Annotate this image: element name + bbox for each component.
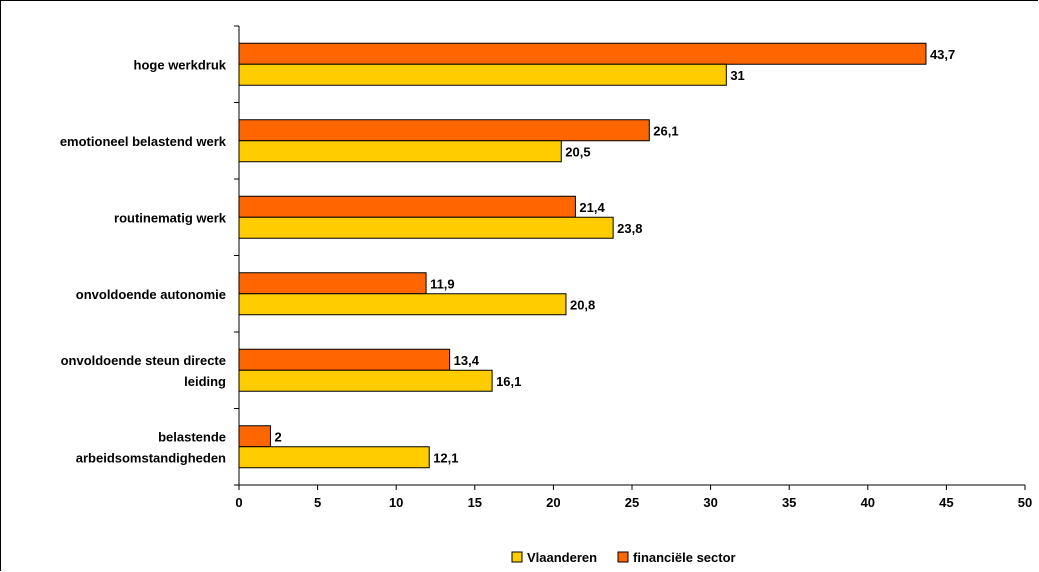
category-label: arbeidsomstandigheden (76, 450, 226, 465)
x-tick-label: 45 (939, 495, 953, 510)
bar-vlaanderen (238, 369, 493, 392)
category-label: hoge werkdruk (134, 57, 227, 72)
bar-financiele-sector (238, 119, 650, 142)
bar-financiele-sector (238, 195, 576, 218)
category-label: onvoldoende autonomie (76, 287, 226, 302)
bar-financiele-sector (238, 425, 271, 448)
x-tick-label: 20 (546, 495, 560, 510)
x-tick-label: 5 (314, 495, 321, 510)
bar-financiele-sector (238, 42, 927, 65)
category-label: routinematig werk (114, 210, 227, 225)
x-tick-label: 0 (235, 495, 242, 510)
x-tick-label: 40 (861, 495, 875, 510)
data-label: 26,1 (653, 123, 678, 138)
x-tick-label: 15 (468, 495, 482, 510)
x-tick-label: 35 (782, 495, 796, 510)
data-label: 23,8 (617, 221, 642, 236)
category-label: onvoldoende steun directe (61, 353, 226, 368)
data-label: 20,8 (570, 297, 595, 312)
category-label: leiding (184, 374, 226, 389)
x-tick-label: 25 (625, 495, 639, 510)
data-label: 12,1 (433, 450, 458, 465)
data-label: 11,9 (430, 276, 455, 291)
data-label: 21,4 (579, 200, 605, 215)
legend-label: financiële sector (633, 550, 736, 565)
category-label: emotioneel belastend werk (60, 134, 227, 149)
bar-vlaanderen (238, 63, 727, 86)
legend-label: Vlaanderen (527, 550, 597, 565)
data-label: 13,4 (454, 353, 480, 368)
bar-vlaanderen (238, 216, 614, 239)
x-tick-label: 10 (389, 495, 403, 510)
x-tick-label: 30 (703, 495, 717, 510)
legend-swatch (617, 551, 629, 563)
category-label: belastende (158, 429, 226, 444)
bar-financiele-sector (238, 272, 427, 295)
bar-vlaanderen (238, 140, 562, 163)
data-label: 31 (730, 68, 744, 83)
data-label: 20,5 (565, 144, 590, 159)
bar-vlaanderen (238, 446, 430, 469)
bar-financiele-sector (238, 348, 451, 371)
x-tick-label: 50 (1018, 495, 1032, 510)
data-label: 2 (274, 429, 281, 444)
bar-vlaanderen (238, 293, 567, 316)
legend-swatch (511, 551, 523, 563)
data-label: 16,1 (496, 374, 521, 389)
data-label: 43,7 (930, 47, 955, 62)
